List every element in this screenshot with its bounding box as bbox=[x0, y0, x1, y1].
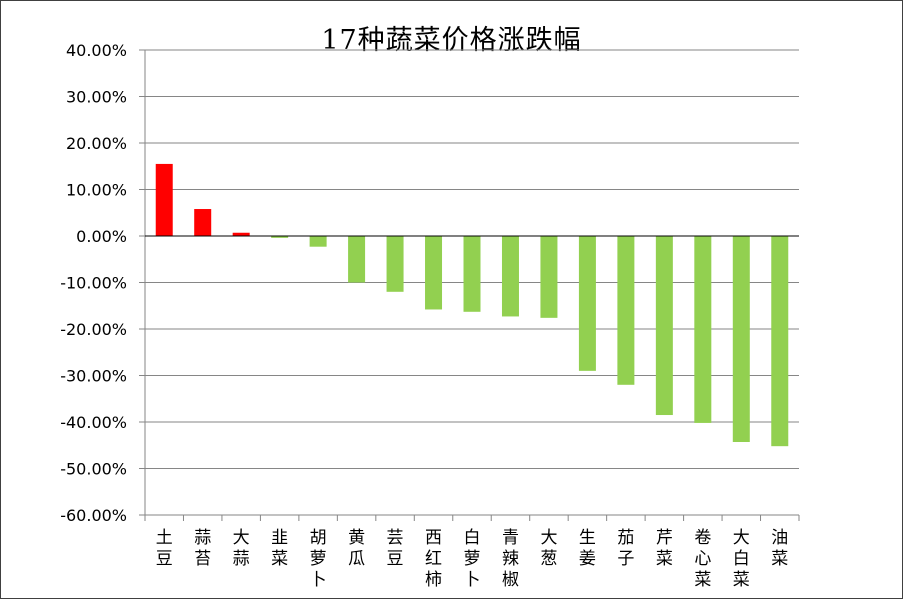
x-tick-label: 生姜 bbox=[579, 528, 596, 569]
x-tick-label: 白萝卜 bbox=[464, 528, 481, 590]
bar bbox=[617, 236, 635, 385]
bar bbox=[463, 236, 481, 312]
bar bbox=[309, 236, 327, 247]
y-tick-label: -30.00% bbox=[60, 367, 127, 386]
x-tick-label: 大葱 bbox=[540, 528, 557, 569]
x-tick-label: 大白菜 bbox=[733, 528, 750, 590]
y-tick-label: -50.00% bbox=[60, 460, 127, 479]
x-tick-label: 土豆 bbox=[156, 528, 173, 569]
bar bbox=[194, 209, 212, 236]
y-tick-label: 40.00% bbox=[66, 41, 127, 60]
x-tick-label: 油菜 bbox=[771, 528, 788, 569]
bar bbox=[694, 236, 712, 423]
bar bbox=[348, 236, 366, 283]
x-tick-label: 青辣椒 bbox=[502, 528, 519, 590]
bar bbox=[155, 163, 173, 236]
bar bbox=[501, 236, 519, 317]
x-tick-label: 大蒜 bbox=[233, 528, 250, 569]
bar bbox=[386, 236, 404, 292]
y-tick-label: -10.00% bbox=[60, 274, 127, 293]
bar bbox=[271, 236, 289, 238]
x-tick-label: 蒜苔 bbox=[194, 528, 211, 569]
y-tick-label: -60.00% bbox=[60, 506, 127, 525]
x-tick-label: 胡萝卜 bbox=[310, 528, 327, 590]
y-tick-label: 30.00% bbox=[66, 88, 127, 107]
x-tick-label: 韭菜 bbox=[271, 528, 288, 569]
bar bbox=[771, 236, 789, 447]
y-tick-label: 20.00% bbox=[66, 134, 127, 153]
x-tick-label: 芹菜 bbox=[656, 528, 673, 569]
bar bbox=[425, 236, 443, 310]
y-tick-label: 10.00% bbox=[66, 181, 127, 200]
x-tick-label: 卷心菜 bbox=[694, 528, 711, 590]
y-tick-label: 0.00% bbox=[76, 227, 127, 246]
x-tick-label: 芸豆 bbox=[387, 528, 404, 569]
chart-title: 17种蔬菜价格涨跌幅 bbox=[321, 25, 582, 56]
y-tick-label: -20.00% bbox=[60, 320, 127, 339]
x-tick-label: 黄瓜 bbox=[348, 528, 365, 569]
bar bbox=[655, 236, 673, 416]
bar bbox=[732, 236, 750, 442]
bar bbox=[578, 236, 596, 371]
x-tick-label: 茄子 bbox=[617, 528, 634, 569]
bar bbox=[232, 232, 250, 236]
y-tick-label: -40.00% bbox=[60, 413, 127, 432]
x-tick-label: 西红柿 bbox=[425, 528, 442, 590]
bar bbox=[540, 236, 558, 318]
